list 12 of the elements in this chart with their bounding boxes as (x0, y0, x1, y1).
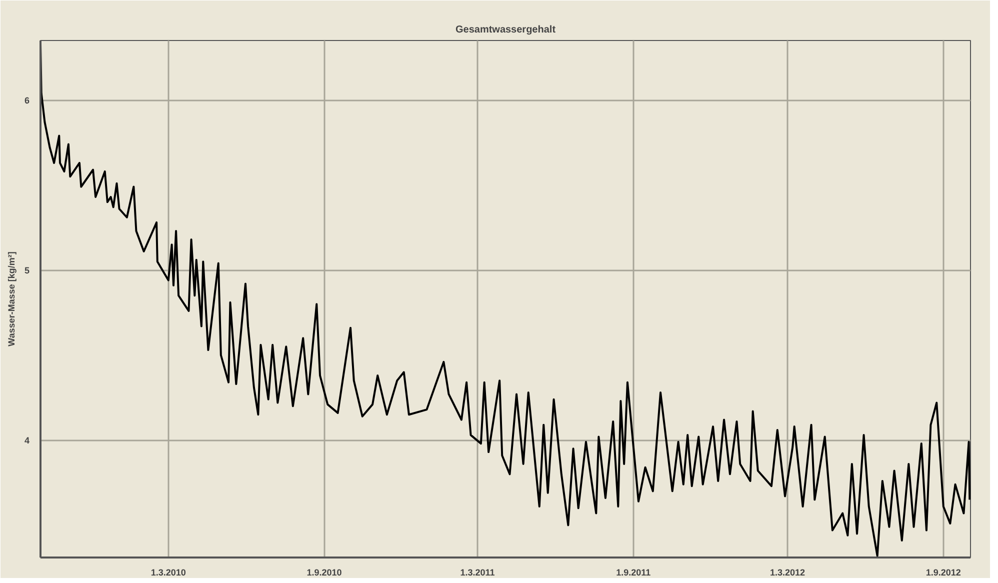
y-tick-label: 4 (24, 436, 30, 446)
x-tick-label: 1.3.2012 (770, 568, 806, 578)
line-series (40, 42, 970, 557)
y-tick-label: 6 (24, 96, 30, 106)
x-tick-label: 1.9.2010 (306, 568, 342, 578)
chart-title: Gesamtwassergehalt (455, 24, 556, 36)
x-tick-label: 1.3.2011 (460, 568, 495, 578)
x-tick-label: 1.9.2011 (616, 568, 651, 578)
x-tick-label: 1.3.2010 (150, 568, 186, 578)
x-tick-label: 1.9.2012 (926, 568, 961, 578)
y-tick-label: 5 (24, 266, 30, 276)
y-axis-title: Wasser-Masse [kg/m²] (6, 252, 16, 346)
